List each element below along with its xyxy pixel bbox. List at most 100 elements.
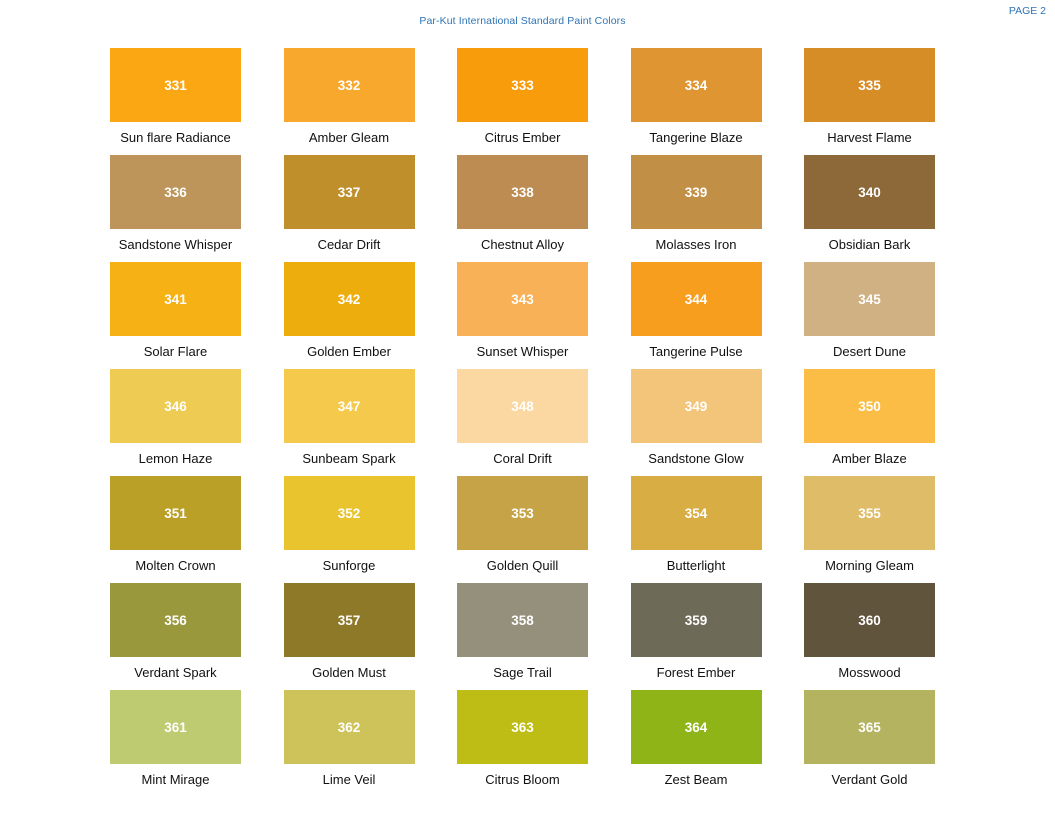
- paint-swatch-cell: 346 Lemon Haze: [110, 369, 241, 476]
- paint-swatch-name: Mint Mirage: [141, 772, 210, 787]
- paint-swatch-name: Forest Ember: [656, 665, 736, 680]
- paint-swatch-name: Golden Ember: [307, 344, 391, 359]
- paint-swatch-name: Golden Quill: [486, 558, 559, 573]
- paint-swatch-code: 354: [684, 505, 708, 521]
- paint-swatch-code: 359: [684, 612, 708, 628]
- paint-swatch-name: Harvest Flame: [827, 130, 912, 145]
- paint-swatch-name: Molten Crown: [135, 558, 216, 573]
- paint-swatch-cell: 365 Verdant Gold: [804, 690, 935, 797]
- paint-swatch-cell: 356 Verdant Spark: [110, 583, 241, 690]
- paint-swatch-name: Amber Gleam: [308, 130, 390, 145]
- paint-swatch-color-block: 341: [110, 262, 241, 336]
- paint-swatch-cell: 347 Sunbeam Spark: [283, 369, 415, 476]
- paint-swatch-cell: 359 Forest Ember: [630, 583, 762, 690]
- paint-swatch-color-block: 336: [110, 155, 241, 229]
- paint-swatch-name: Solar Flare: [143, 344, 208, 359]
- paint-swatch-cell: 342 Golden Ember: [283, 262, 415, 369]
- paint-swatch-cell: 344 Tangerine Pulse: [630, 262, 762, 369]
- paint-swatch-cell: 331 Sun flare Radiance: [110, 48, 241, 155]
- paint-swatch-name: Chestnut Alloy: [480, 237, 565, 252]
- paint-swatch-name: Sunbeam Spark: [302, 451, 396, 466]
- paint-swatch-color-block: 346: [110, 369, 241, 443]
- paint-swatch-color-block: 362: [283, 690, 415, 764]
- paint-swatch-code: 353: [511, 505, 534, 521]
- paint-swatch-color-block: 354: [630, 476, 762, 550]
- paint-swatch-color-block: 356: [110, 583, 241, 657]
- paint-swatch-color-block: 351: [110, 476, 241, 550]
- paint-swatch-cell: 358 Sage Trail: [457, 583, 588, 690]
- paint-swatch-color-block: 331: [110, 48, 241, 122]
- paint-swatch-cell: 343 Sunset Whisper: [457, 262, 588, 369]
- paint-swatch-code: 350: [858, 398, 881, 414]
- page-number: PAGE 2: [1008, 5, 1046, 17]
- paint-swatch-name: Citrus Bloom: [485, 772, 560, 787]
- paint-swatch-code: 360: [858, 612, 881, 628]
- paint-swatch-color-block: 335: [804, 48, 935, 122]
- paint-swatch-color-block: 339: [630, 155, 762, 229]
- paint-swatch-name: Butterlight: [666, 558, 726, 573]
- paint-swatch-code: 364: [684, 719, 708, 735]
- paint-swatch-cell: 339 Molasses Iron: [630, 155, 762, 262]
- paint-swatch-code: 347: [337, 398, 361, 414]
- paint-swatch-name: Citrus Ember: [484, 130, 561, 145]
- paint-swatch-code: 333: [511, 77, 534, 93]
- paint-swatch-code: 349: [684, 398, 708, 414]
- paint-swatch-name: Verdant Gold: [831, 772, 908, 787]
- paint-swatch-color-block: 359: [630, 583, 762, 657]
- paint-swatch-name: Sunset Whisper: [476, 344, 569, 359]
- paint-swatch-cell: 345 Desert Dune: [804, 262, 935, 369]
- paint-swatch-cell: 350 Amber Blaze: [804, 369, 935, 476]
- paint-swatch-name: Sunforge: [322, 558, 376, 573]
- paint-swatch-cell: 348 Coral Drift: [457, 369, 588, 476]
- paint-swatch-cell: 337 Cedar Drift: [283, 155, 415, 262]
- paint-swatch-color-block: 350: [804, 369, 935, 443]
- paint-swatch-code: 357: [337, 612, 361, 628]
- paint-swatch-color-block: 364: [630, 690, 762, 764]
- paint-swatch-cell: 363 Citrus Bloom: [457, 690, 588, 797]
- paint-swatch-cell: 361 Mint Mirage: [110, 690, 241, 797]
- paint-swatch-cell: 355 Morning Gleam: [804, 476, 935, 583]
- paint-swatch-name: Morning Gleam: [825, 558, 914, 573]
- paint-swatch-code: 340: [858, 184, 881, 200]
- page-title: Par-Kut International Standard Paint Col…: [419, 15, 626, 27]
- paint-swatch-color-block: 340: [804, 155, 935, 229]
- paint-swatch-code: 355: [858, 505, 881, 521]
- paint-swatch-cell: 334 Tangerine Blaze: [630, 48, 762, 155]
- paint-swatch-name: Amber Blaze: [832, 451, 907, 466]
- paint-swatch-name: Cedar Drift: [317, 237, 381, 252]
- paint-swatch-color-block: 333: [457, 48, 588, 122]
- paint-swatch-name: Lemon Haze: [138, 451, 213, 466]
- paint-color-grid: 331 Sun flare Radiance 332 Amber Gleam 3…: [110, 48, 935, 797]
- paint-swatch-color-block: 363: [457, 690, 588, 764]
- paint-swatch-color-block: 344: [630, 262, 762, 336]
- paint-swatch-color-block: 360: [804, 583, 935, 657]
- paint-swatch-cell: 341 Solar Flare: [110, 262, 241, 369]
- paint-swatch-color-block: 361: [110, 690, 241, 764]
- paint-swatch-cell: 332 Amber Gleam: [283, 48, 415, 155]
- paint-swatch-cell: 360 Mosswood: [804, 583, 935, 690]
- paint-swatch-color-block: 347: [283, 369, 415, 443]
- paint-swatch-name: Sandstone Glow: [648, 451, 744, 466]
- paint-swatch-cell: 336 Sandstone Whisper: [110, 155, 241, 262]
- paint-swatch-code: 356: [164, 612, 187, 628]
- paint-swatch-code: 361: [164, 719, 187, 735]
- paint-swatch-color-block: 348: [457, 369, 588, 443]
- paint-swatch-color-block: 342: [283, 262, 415, 336]
- paint-swatch-cell: 349 Sandstone Glow: [630, 369, 762, 476]
- paint-swatch-code: 365: [858, 719, 881, 735]
- paint-swatch-name: Zest Beam: [664, 772, 728, 787]
- paint-swatch-color-block: 352: [283, 476, 415, 550]
- paint-swatch-name: Sage Trail: [493, 665, 552, 680]
- paint-swatch-color-block: 357: [283, 583, 415, 657]
- paint-swatch-color-block: 338: [457, 155, 588, 229]
- paint-swatch-code: 351: [164, 505, 187, 521]
- paint-swatch-code: 348: [511, 398, 534, 414]
- paint-swatch-code: 346: [164, 398, 187, 414]
- paint-swatch-name: Molasses Iron: [655, 237, 737, 252]
- paint-swatch-name: Tangerine Pulse: [649, 344, 743, 359]
- paint-swatch-color-block: 332: [283, 48, 415, 122]
- paint-swatch-code: 339: [684, 184, 708, 200]
- paint-swatch-code: 358: [511, 612, 534, 628]
- paint-swatch-color-block: 343: [457, 262, 588, 336]
